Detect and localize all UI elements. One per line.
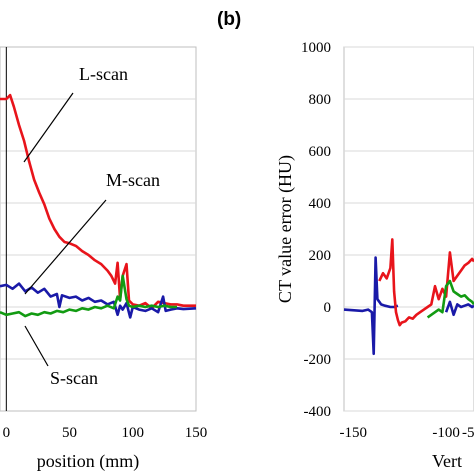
annotation-leader-1 [24,199,107,295]
y-tick-right-5: 0 [324,300,332,316]
series-line-left-m-scan [0,282,197,319]
series-line-right-0 [343,256,399,356]
y-tick-right-0: 1000 [301,40,331,56]
y-tick-right-1: 800 [309,92,332,108]
annotation-l-scan: L-scan [79,64,128,84]
y-tick-right-4: 200 [309,248,332,264]
annotation-s-scan: S-scan [50,368,98,388]
series-line-right-1 [378,238,474,327]
x-tick-right-2: -5 [462,425,474,441]
y-tick-right-3: 400 [309,196,332,212]
y-tick-right-7: -400 [304,404,332,420]
series-line-right-2 [426,279,474,319]
x-tick-left-0: 0 [3,425,11,441]
chart-left: 0 50 100 150 position (mm) L-scan M-scan S-scan [0,46,208,472]
x-tick-left-1: 50 [62,425,77,441]
x-tick-right-0: -150 [340,425,368,441]
y-tick-right-2: 600 [309,144,332,160]
plot-area-left [0,46,197,412]
x-axis-label-left: position (mm) [37,451,140,472]
y-axis-label-right: CT value error (HU) [275,155,296,303]
annotation-leader-2 [24,325,49,367]
x-axis-label-right: Vert [432,451,462,471]
panel-label-b: (b) [217,9,241,30]
series-line-left-s-scan [0,274,177,318]
y-tick-right-6: -200 [304,352,332,368]
annotation-leader-0 [23,92,74,163]
x-tick-right-1: -100 [432,425,460,441]
x-tick-left-3: 150 [185,425,208,441]
annotation-m-scan: M-scan [106,170,160,190]
plot-area-right [343,46,474,412]
series-line-left-l-scan [0,93,196,310]
x-tick-left-2: 100 [122,425,145,441]
series-line-right-3 [444,300,474,317]
